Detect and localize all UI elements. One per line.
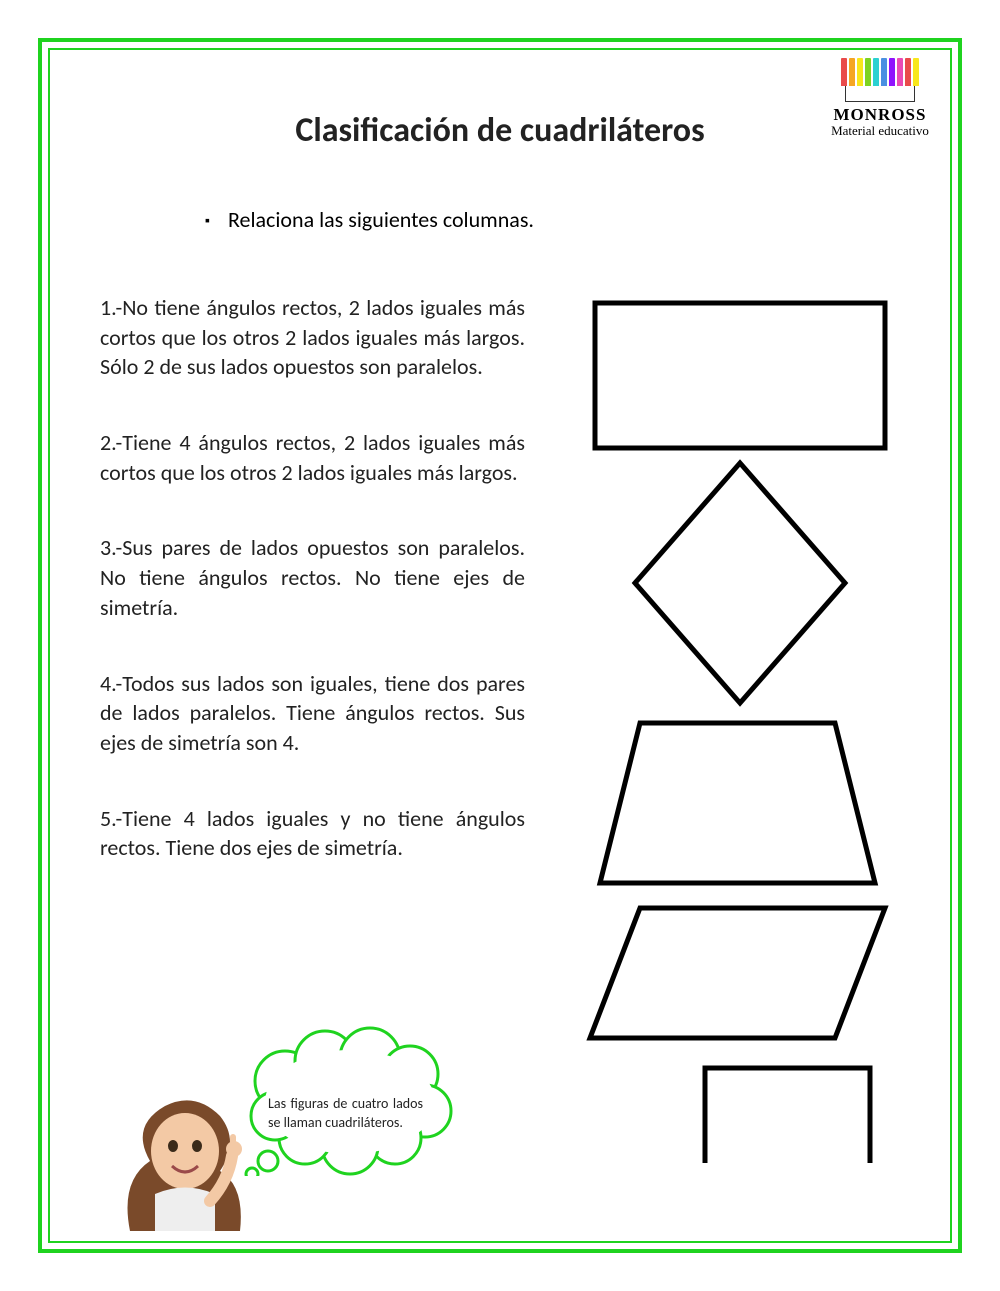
shapes-column <box>555 293 915 1163</box>
logo-subtitle: Material educativo <box>820 123 940 139</box>
logo-title: MONROSS <box>820 105 940 125</box>
page-title: Clasificación de cuadriláteros <box>85 110 915 151</box>
worksheet-page: MONROSS Material educativo Clasificación… <box>48 48 952 1243</box>
pencils-icon <box>838 58 923 103</box>
teacher-avatar-icon <box>110 1086 260 1231</box>
rhombus-shape <box>635 463 845 703</box>
description-item: 2.-Tiene 4 ángulos rectos, 2 lados igual… <box>100 428 525 487</box>
trapezoid-shape <box>600 723 875 883</box>
parallelogram-shape <box>590 908 885 1038</box>
description-item: 1.-No tiene ángulos rectos, 2 lados igua… <box>100 293 525 382</box>
description-item: 3.-Sus pares de lados opuestos son paral… <box>100 533 525 622</box>
square-shape <box>705 1068 870 1163</box>
cloud-text: Las figuras de cuatro lados se llaman cu… <box>268 1094 423 1133</box>
description-item: 5.-Tiene 4 lados iguales y no tiene ángu… <box>100 804 525 863</box>
description-item: 4.-Todos sus lados son iguales, tiene do… <box>100 669 525 758</box>
shapes-diagram <box>555 293 915 1163</box>
rectangle-shape <box>595 303 885 448</box>
instruction-text: Relaciona las siguientes columnas. <box>205 206 915 233</box>
hint-callout: Las figuras de cuatro lados se llaman cu… <box>110 1031 470 1231</box>
brand-logo: MONROSS Material educativo <box>820 58 940 139</box>
